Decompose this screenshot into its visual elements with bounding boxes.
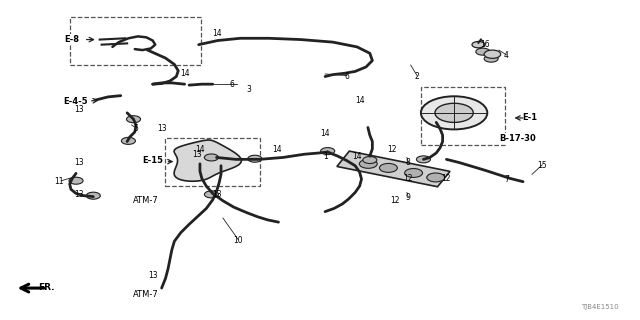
Text: E-4-5: E-4-5 <box>64 97 88 106</box>
Circle shape <box>476 48 490 55</box>
Text: 14: 14 <box>212 29 221 38</box>
Text: 6: 6 <box>344 72 349 81</box>
Text: E-8: E-8 <box>65 35 80 44</box>
Text: 2: 2 <box>415 72 419 81</box>
Circle shape <box>86 192 100 199</box>
Text: 7: 7 <box>504 175 509 184</box>
Text: E-1: E-1 <box>522 114 537 123</box>
Text: 13: 13 <box>193 150 202 159</box>
Text: 14: 14 <box>195 145 205 154</box>
Text: 10: 10 <box>234 236 243 245</box>
Text: 13: 13 <box>74 105 83 114</box>
Text: 13: 13 <box>74 190 83 199</box>
Text: ATM-7: ATM-7 <box>133 196 159 205</box>
Circle shape <box>435 103 473 123</box>
Text: 14: 14 <box>355 96 364 105</box>
Text: 14: 14 <box>352 152 362 161</box>
Text: 3: 3 <box>246 85 251 94</box>
Circle shape <box>321 148 335 155</box>
Bar <box>166 138 260 186</box>
Text: 13: 13 <box>148 271 157 280</box>
Text: 9: 9 <box>406 193 411 202</box>
Text: 14: 14 <box>272 145 282 154</box>
Polygon shape <box>337 151 450 187</box>
Circle shape <box>421 96 487 129</box>
Text: 11: 11 <box>54 177 64 186</box>
Circle shape <box>359 159 377 168</box>
Text: 1: 1 <box>323 152 328 161</box>
Text: 12: 12 <box>387 145 396 154</box>
Circle shape <box>484 50 500 58</box>
Bar <box>70 17 200 65</box>
Circle shape <box>380 164 397 172</box>
Circle shape <box>404 169 422 177</box>
Text: 16: 16 <box>480 40 490 49</box>
Text: 4: 4 <box>504 51 509 60</box>
Circle shape <box>204 154 218 161</box>
Text: 14: 14 <box>180 69 189 78</box>
Text: 6: 6 <box>229 80 234 89</box>
Text: B-17-30: B-17-30 <box>500 134 536 143</box>
Circle shape <box>127 116 141 123</box>
Circle shape <box>204 191 218 198</box>
Circle shape <box>122 137 136 144</box>
Text: E-15: E-15 <box>142 156 163 165</box>
Text: 12: 12 <box>403 174 413 183</box>
Circle shape <box>484 55 498 62</box>
Text: 13: 13 <box>157 124 166 133</box>
Text: 13: 13 <box>74 158 83 167</box>
Text: 13: 13 <box>212 190 221 199</box>
Text: 8: 8 <box>406 158 410 167</box>
Text: TJB4E1510: TJB4E1510 <box>581 304 619 310</box>
Circle shape <box>363 156 377 164</box>
Text: 14: 14 <box>320 129 330 138</box>
Text: FR.: FR. <box>38 283 54 292</box>
Circle shape <box>69 177 83 184</box>
Polygon shape <box>174 140 241 181</box>
Circle shape <box>472 42 484 48</box>
Circle shape <box>248 155 262 162</box>
Circle shape <box>427 173 445 182</box>
Text: 12: 12 <box>390 196 400 205</box>
Circle shape <box>417 156 431 163</box>
Text: 15: 15 <box>538 161 547 170</box>
Text: 12: 12 <box>442 174 451 183</box>
Text: 5: 5 <box>134 124 138 133</box>
Bar <box>421 87 505 145</box>
Text: ATM-7: ATM-7 <box>133 290 159 299</box>
